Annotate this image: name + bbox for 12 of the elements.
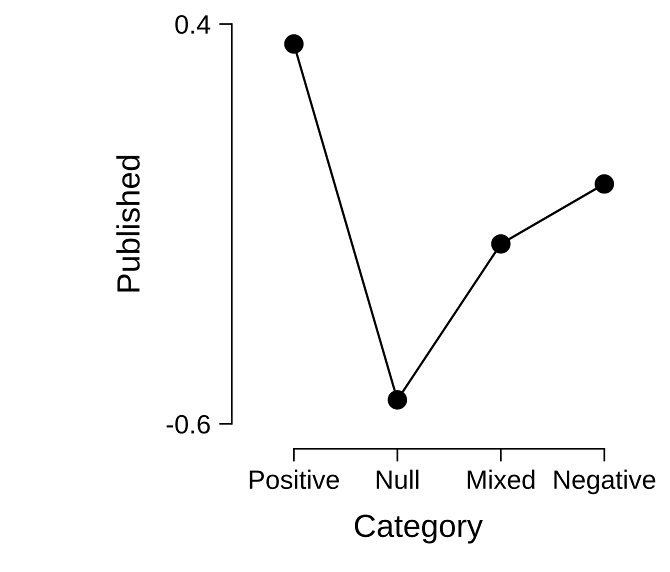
x-tick-label: Negative	[554, 470, 656, 494]
point	[594, 174, 614, 194]
point	[284, 34, 304, 54]
y-tick-label: -0.6	[166, 414, 210, 434]
y-tick-label: 0.4	[175, 15, 210, 34]
x-axis-title: Category	[354, 514, 483, 544]
x-tick-label: Null	[376, 470, 418, 490]
x-tick-label: Positive	[250, 470, 339, 490]
y-axis-title: Published	[116, 156, 140, 292]
point	[388, 390, 408, 410]
point	[491, 234, 511, 254]
x-tick-label: Mixed	[468, 470, 534, 490]
